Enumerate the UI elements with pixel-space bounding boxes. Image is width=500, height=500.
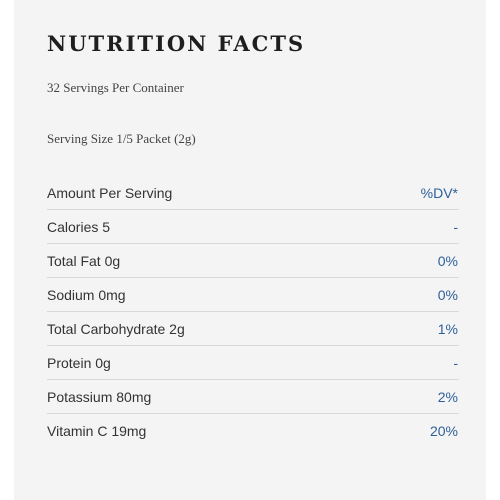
amount-per-serving-label: Amount Per Serving <box>47 184 173 201</box>
nutrition-panel <box>14 0 486 500</box>
nutrient-row-potassium: Potassium 80mg 2% <box>47 380 459 414</box>
nutrient-label: Total Fat 0g <box>47 252 121 269</box>
nutrient-dv: 1% <box>437 320 458 337</box>
nutrition-table: Amount Per Serving %DV* Calories 5 - Tot… <box>47 176 459 448</box>
nutrient-dv: 0% <box>437 252 458 269</box>
table-header-row: Amount Per Serving %DV* <box>47 176 459 210</box>
nutrient-dv: 2% <box>437 388 458 405</box>
servings-per-container: 32 Servings Per Container <box>47 80 184 95</box>
nutrient-label: Calories 5 <box>47 218 111 235</box>
nutrient-dv: - <box>453 354 458 371</box>
nutrient-label: Potassium 80mg <box>47 388 152 405</box>
nutrient-row-total-carbohydrate: Total Carbohydrate 2g 1% <box>47 312 459 346</box>
nutrient-label: Sodium 0mg <box>47 286 126 303</box>
serving-size: Serving Size 1/5 Packet (2g) <box>47 131 196 146</box>
nutrient-label: Vitamin C 19mg <box>47 423 147 439</box>
nutrient-row-sodium: Sodium 0mg 0% <box>47 278 459 312</box>
nutrient-row-protein: Protein 0g - <box>47 346 459 380</box>
nutrient-label: Total Carbohydrate 2g <box>47 320 185 337</box>
daily-value-header: %DV* <box>420 184 458 201</box>
nutrient-dv: 0% <box>437 286 458 303</box>
nutrient-dv: - <box>453 218 458 235</box>
nutrient-row-calories: Calories 5 - <box>47 210 459 244</box>
nutrient-row-vitamin-c: Vitamin C 19mg 20% <box>47 414 459 448</box>
nutrient-label: Protein 0g <box>47 354 111 371</box>
nutrient-dv: 20% <box>429 423 458 439</box>
nutrition-facts-title: NUTRITION FACTS <box>47 31 306 56</box>
nutrient-row-total-fat: Total Fat 0g 0% <box>47 244 459 278</box>
